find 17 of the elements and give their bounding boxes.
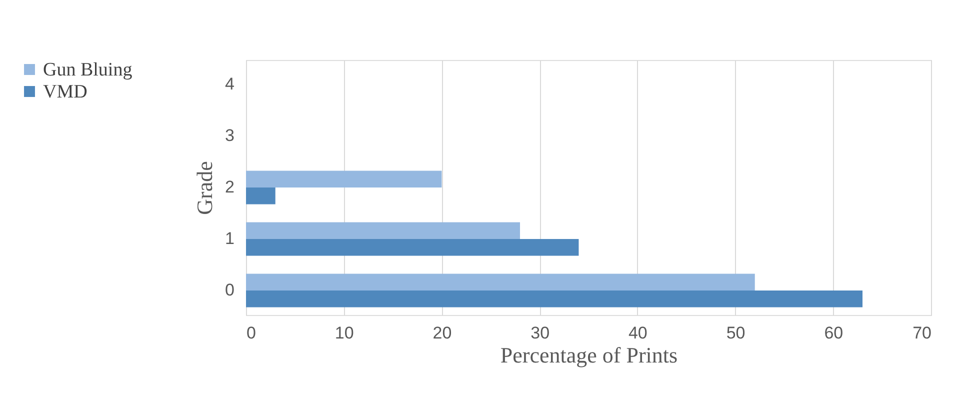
x-tick-label: 70 <box>912 324 932 342</box>
y-tick-label: 1 <box>225 229 234 248</box>
x-tick-label: 40 <box>628 324 648 342</box>
y-tick-label: 0 <box>225 280 234 300</box>
x-tick-label: 10 <box>334 324 354 342</box>
x-tick-label: 20 <box>432 324 452 342</box>
x-tick-label: 50 <box>726 324 746 342</box>
y-axis-title: Grade <box>192 161 218 215</box>
x-tick-label: 0 <box>246 324 256 342</box>
legend-label: VMD <box>43 82 88 102</box>
y-tick-label: 4 <box>225 74 234 94</box>
x-tick-label: 60 <box>824 324 844 342</box>
x-axis-title: Percentage of Prints <box>500 342 678 368</box>
y-tick-label: 3 <box>225 126 234 145</box>
x-tick-label: 30 <box>530 324 550 342</box>
legend-label: Gun Bluing <box>43 60 133 80</box>
y-tick-label: 2 <box>225 178 234 196</box>
